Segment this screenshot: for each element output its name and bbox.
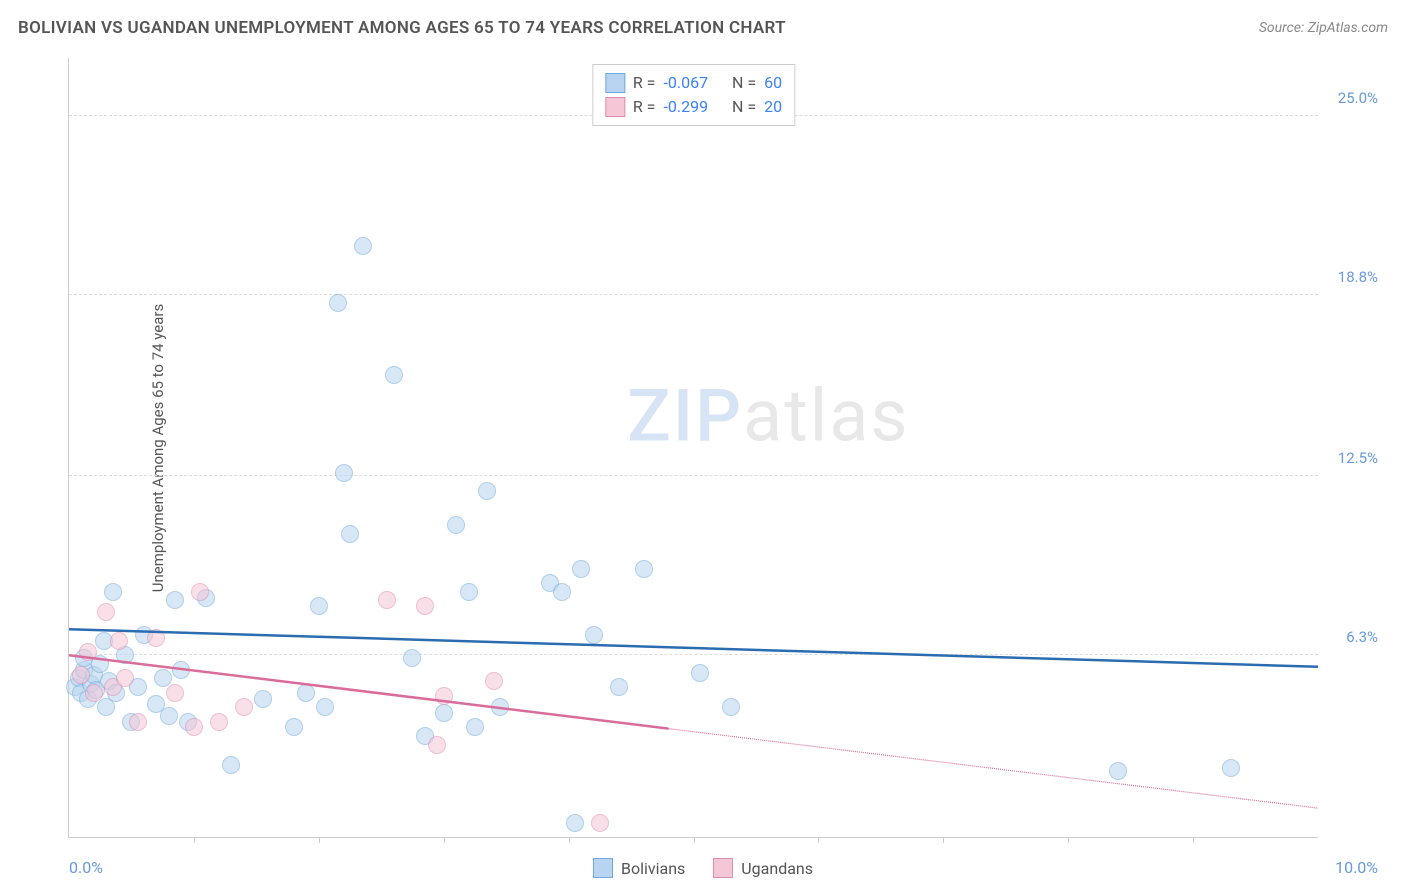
data-point [466, 718, 484, 736]
data-point [572, 560, 590, 578]
data-point [435, 687, 453, 705]
legend-swatch [713, 858, 733, 878]
legend-n-value: 20 [764, 95, 782, 119]
data-point [428, 736, 446, 754]
legend-swatch [605, 73, 625, 93]
data-point [341, 525, 359, 543]
data-point [316, 698, 334, 716]
series-legend: Bolivians Ugandans [593, 858, 813, 878]
legend-r-label: R = [633, 71, 656, 95]
data-point [635, 560, 653, 578]
legend-n-label: N = [732, 71, 756, 95]
correlation-legend: R = -0.067 N = 60 R = -0.299 N = 20 [592, 64, 795, 126]
data-point [435, 704, 453, 722]
data-point [329, 294, 347, 312]
data-point [166, 591, 184, 609]
title-bar: BOLIVIAN VS UGANDAN UNEMPLOYMENT AMONG A… [18, 18, 1388, 38]
x-axis-min-label: 0.0% [69, 858, 103, 877]
y-tick-label: 18.8% [1324, 268, 1378, 286]
data-point [566, 814, 584, 832]
data-point [722, 698, 740, 716]
data-point [129, 713, 147, 731]
legend-r-value: -0.067 [663, 71, 708, 95]
data-point [97, 603, 115, 621]
data-point [79, 643, 97, 661]
gridline [69, 294, 1318, 295]
data-point [210, 713, 228, 731]
x-tick [694, 837, 695, 843]
legend-r-label: R = [633, 95, 656, 119]
data-point [403, 649, 421, 667]
data-point [310, 597, 328, 615]
legend-item: Bolivians [593, 858, 685, 878]
data-point [691, 664, 709, 682]
legend-n-label: N = [732, 95, 756, 119]
data-point [147, 629, 165, 647]
gridline [69, 475, 1318, 476]
x-tick [444, 837, 445, 843]
y-tick-label: 25.0% [1324, 89, 1378, 107]
data-point [160, 707, 178, 725]
plot-area: Unemployment Among Ages 65 to 74 years Z… [50, 58, 1388, 838]
gridline [69, 654, 1318, 655]
y-tick-label: 6.3% [1324, 628, 1378, 646]
data-point [585, 626, 603, 644]
data-point [235, 698, 253, 716]
data-point [591, 814, 609, 832]
data-point [110, 632, 128, 650]
legend-swatch [605, 97, 625, 117]
data-point [191, 583, 209, 601]
y-tick-label: 12.5% [1324, 449, 1378, 467]
legend-swatch [593, 858, 613, 878]
legend-row: R = -0.299 N = 20 [605, 95, 782, 119]
data-point [447, 516, 465, 534]
data-point [166, 684, 184, 702]
x-tick [943, 837, 944, 843]
data-point [222, 756, 240, 774]
data-point [478, 482, 496, 500]
legend-r-value: -0.299 [663, 95, 708, 119]
legend-row: R = -0.067 N = 60 [605, 71, 782, 95]
data-point [378, 591, 396, 609]
data-point [104, 583, 122, 601]
data-point [185, 718, 203, 736]
watermark: ZIPatlas [627, 374, 909, 459]
scatter-plot: ZIPatlas R =-0.067 N =60R =-0.299 N =20 … [68, 58, 1318, 838]
data-point [335, 464, 353, 482]
data-point [485, 672, 503, 690]
legend-label: Bolivians [621, 859, 685, 878]
data-point [1109, 762, 1127, 780]
data-point [254, 690, 272, 708]
x-tick [194, 837, 195, 843]
trend-lines [69, 58, 1318, 837]
x-tick [569, 837, 570, 843]
data-point [354, 237, 372, 255]
legend-n-value: 60 [764, 71, 782, 95]
source-label: Source: ZipAtlas.com [1259, 20, 1388, 36]
watermark-zip: ZIP [627, 374, 743, 459]
x-tick [319, 837, 320, 843]
data-point [116, 669, 134, 687]
data-point [72, 666, 90, 684]
chart-title: BOLIVIAN VS UGANDAN UNEMPLOYMENT AMONG A… [18, 18, 786, 38]
x-tick [1193, 837, 1194, 843]
watermark-atlas: atlas [743, 374, 910, 459]
x-tick [1068, 837, 1069, 843]
data-point [610, 678, 628, 696]
legend-label: Ugandans [741, 859, 813, 878]
data-point [553, 583, 571, 601]
data-point [85, 684, 103, 702]
data-point [297, 684, 315, 702]
data-point [1222, 759, 1240, 777]
data-point [460, 583, 478, 601]
x-axis-max-label: 10.0% [1335, 858, 1378, 877]
x-tick [818, 837, 819, 843]
data-point [172, 661, 190, 679]
data-point [285, 718, 303, 736]
legend-item: Ugandans [713, 858, 813, 878]
data-point [491, 698, 509, 716]
data-point [416, 597, 434, 615]
data-point [385, 366, 403, 384]
